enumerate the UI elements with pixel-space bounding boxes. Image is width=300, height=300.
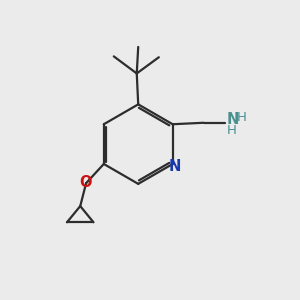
Text: N: N: [169, 159, 181, 174]
Text: H: H: [237, 111, 247, 124]
Text: N: N: [227, 112, 239, 127]
Text: O: O: [79, 175, 92, 190]
Text: H: H: [227, 124, 237, 136]
